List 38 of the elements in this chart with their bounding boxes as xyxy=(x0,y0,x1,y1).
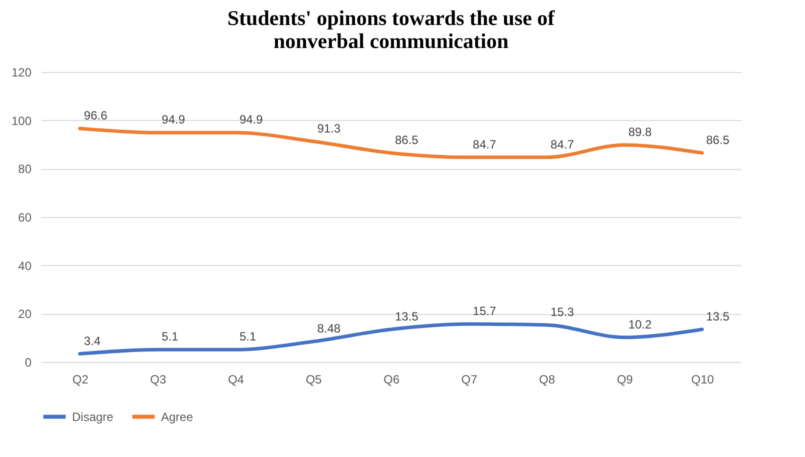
data-label: 86.5 xyxy=(706,132,730,147)
data-label: 13.5 xyxy=(395,309,419,324)
data-label: 94.9 xyxy=(239,112,264,127)
y-tick-label: 80 xyxy=(18,162,32,176)
data-label: 89.8 xyxy=(628,124,652,139)
data-label: 8.48 xyxy=(317,322,341,336)
line-series xyxy=(78,322,704,356)
y-tick-label: 100 xyxy=(11,114,32,128)
chart-title: Students' opinons towards the use of nonverbal communication xyxy=(227,6,556,53)
legend-label: Agree xyxy=(161,410,194,424)
x-tick-label: Q2 xyxy=(72,372,89,386)
y-tick-label: 0 xyxy=(24,356,32,370)
y-tick-label: 20 xyxy=(18,307,32,322)
data-label: 15.3 xyxy=(550,305,574,320)
x-tick-label: Q9 xyxy=(616,372,634,386)
x-tick-label: Q10 xyxy=(691,372,714,386)
y-tick-label: 60 xyxy=(18,210,32,224)
x-tick-label: Q8 xyxy=(539,372,556,386)
data-label: 91.3 xyxy=(317,121,341,136)
data-label: 3.4 xyxy=(84,334,101,348)
data-label: 15.7 xyxy=(472,304,496,318)
data-label: 84.7 xyxy=(472,137,496,152)
x-tick-label: Q3 xyxy=(150,372,166,386)
data-label: 5.1 xyxy=(239,330,256,344)
data-label: 96.6 xyxy=(84,108,108,123)
data-label: 86.5 xyxy=(395,132,419,147)
data-label: 5.1 xyxy=(162,330,179,344)
legend-label: Disagre xyxy=(72,410,114,424)
data-label: 84.7 xyxy=(550,137,574,152)
y-tick-label: 40 xyxy=(18,258,32,273)
x-tick-label: Q7 xyxy=(461,372,478,386)
data-label: 13.5 xyxy=(706,309,730,324)
data-label: 10.2 xyxy=(628,317,652,332)
x-tick-label: Q5 xyxy=(306,372,322,386)
x-tick-label: Q6 xyxy=(383,372,400,386)
y-tick-label: 120 xyxy=(11,66,32,80)
data-label: 94.9 xyxy=(162,112,186,127)
x-tick-label: Q4 xyxy=(228,372,244,386)
